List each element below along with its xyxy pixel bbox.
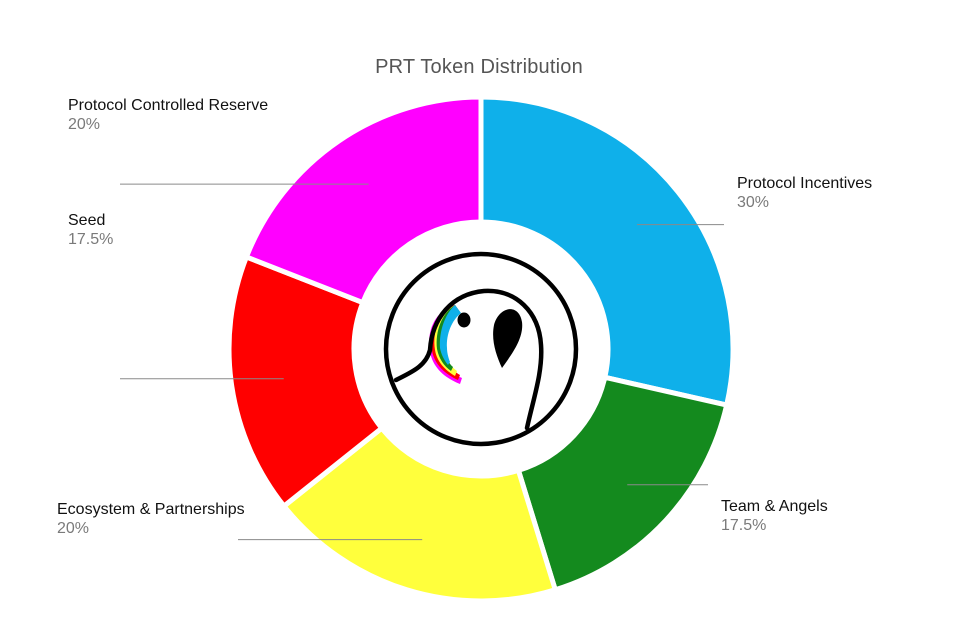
slice-value-label: 30% xyxy=(737,194,770,212)
slice-protocol-incentives xyxy=(478,94,736,408)
slice-label: Seed xyxy=(68,212,106,229)
parrot-icon xyxy=(383,251,579,447)
slice-value-label: 17.5% xyxy=(68,231,114,249)
callout-protocol-incentives: Protocol Incentives 30% xyxy=(737,174,872,212)
slice-label: Ecosystem & Partnerships xyxy=(57,501,245,518)
slice-value-label: 20% xyxy=(57,520,90,538)
chart-title: PRT Token Distribution xyxy=(375,56,583,78)
slice-label: Team & Angels xyxy=(721,498,828,515)
callout-team-angels: Team & Angels 17.5% xyxy=(721,497,828,535)
callout-seed: Seed 17.5% xyxy=(68,211,113,249)
slice-label: Protocol Incentives xyxy=(737,175,873,192)
slice-label: Protocol Controlled Reserve xyxy=(68,97,269,114)
slice-value-label: 17.5% xyxy=(721,517,767,535)
slice-value-label: 20% xyxy=(68,116,101,134)
donut-slices xyxy=(226,94,736,604)
callout-ecosystem-partnerships: Ecosystem & Partnerships 20% xyxy=(57,500,245,538)
callout-leader-lines xyxy=(120,183,724,541)
callout-protocol-controlled-reserve: Protocol Controlled Reserve 20% xyxy=(68,96,268,134)
